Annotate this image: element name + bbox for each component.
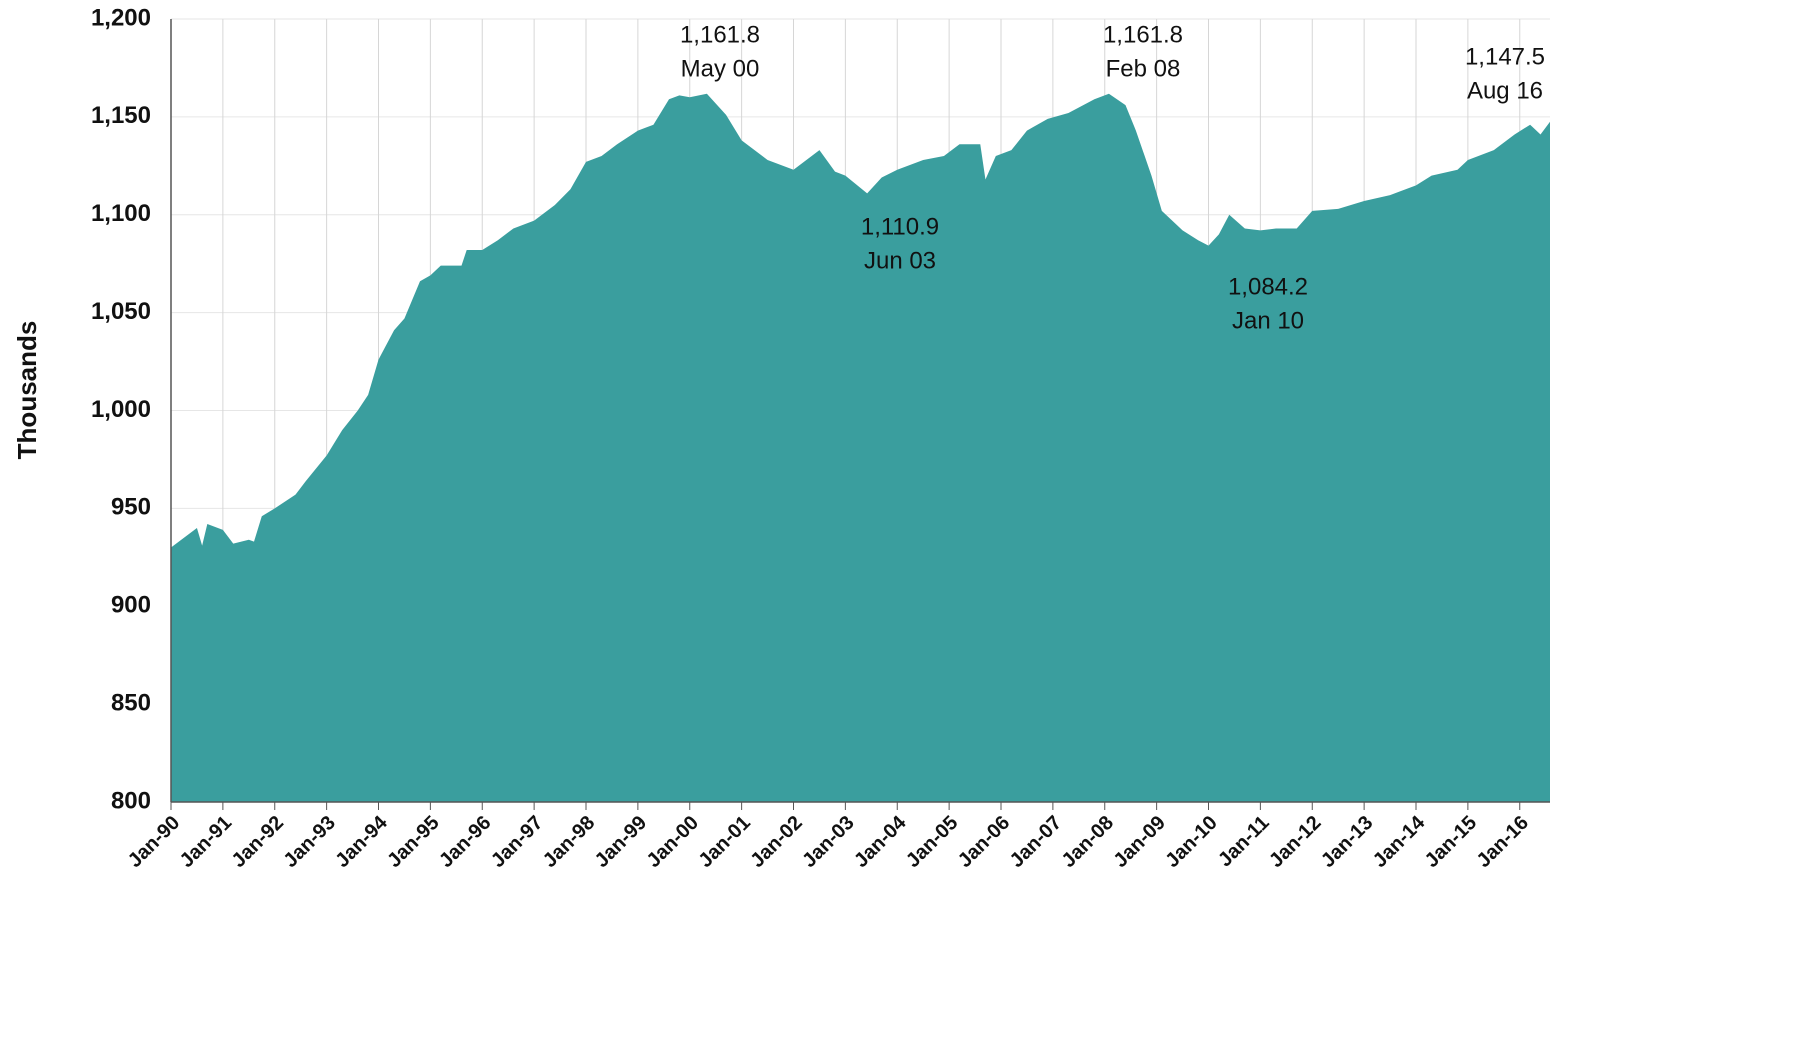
x-tick-label: Jan-01 [695,812,755,872]
x-tick-label: Jan-15 [1421,812,1481,872]
x-tick-label: Jan-12 [1265,812,1325,872]
y-tick-label: 1,200 [91,4,151,31]
x-tick-label: Jan-02 [746,812,806,872]
y-tick-label: 1,150 [91,102,151,129]
x-tick-label: Jan-95 [383,812,443,872]
x-tick-label: Jan-04 [850,811,911,872]
annotation-date: Jan 10 [1232,307,1304,334]
x-tick-label: Jan-08 [1058,812,1118,872]
x-tick-label: Jan-92 [228,812,288,872]
annotation-value: 1,147.5 [1465,43,1545,70]
x-tick-label: Jan-06 [954,812,1014,872]
area [171,93,1550,803]
x-tick-label: Jan-11 [1214,812,1274,872]
y-tick-label: 900 [111,592,151,619]
x-tick-label: Jan-07 [1006,812,1066,872]
x-tick-label: Jan-97 [487,812,547,872]
y-axis-label: Thousands [12,321,42,460]
annotation-value: 1,161.8 [1103,21,1183,48]
x-tick-label: Jan-10 [1161,812,1221,872]
annotation-date: Aug 16 [1467,77,1543,104]
x-tick-label: Jan-98 [539,812,599,872]
x-tick-label: Jan-13 [1317,812,1377,872]
annotation-value: 1,161.8 [680,21,760,48]
x-tick-label: Jan-05 [902,812,962,872]
y-tick-label: 1,100 [91,200,151,227]
x-tick-label: Jan-09 [1110,812,1170,872]
x-tick-label: Jan-03 [798,812,858,872]
annotation-value: 1,084.2 [1228,273,1308,300]
x-tick-label: Jan-91 [176,812,236,872]
x-tick-label: Jan-16 [1473,812,1533,872]
y-tick-label: 950 [111,494,151,521]
x-tick-label: Jan-00 [643,812,703,872]
y-tick-label: 800 [111,787,151,814]
x-tick-label: Jan-96 [435,812,495,872]
annotation-date: Feb 08 [1106,55,1181,82]
annotation-date: Jun 03 [864,247,936,274]
annotation-date: May 00 [681,55,760,82]
x-tick-label: Jan-90 [124,812,184,872]
x-tick-label: Jan-99 [591,812,651,872]
y-tick-label: 850 [111,689,151,716]
x-tick-label: Jan-93 [280,812,340,872]
x-tick-label: Jan-14 [1369,811,1430,872]
x-tick-label: Jan-94 [331,811,392,872]
y-tick-label: 1,050 [91,298,151,325]
annotation-value: 1,110.9 [861,213,939,240]
y-tick-label: 1,000 [91,396,151,423]
